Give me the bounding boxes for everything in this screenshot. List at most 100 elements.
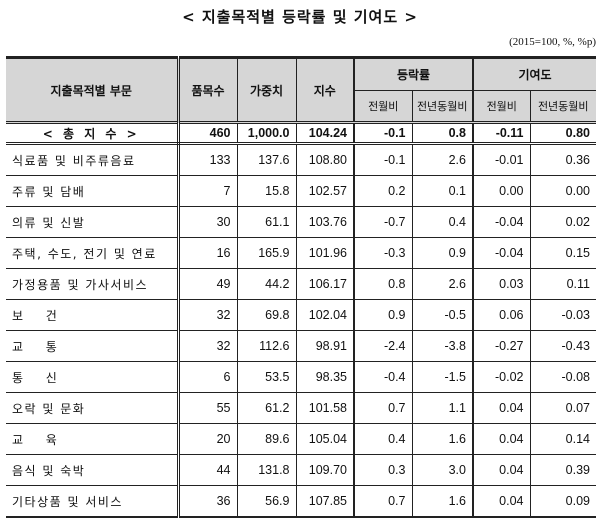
header-contrib-yoy: 전년동월비 xyxy=(529,90,596,123)
cell-items: 49 xyxy=(177,268,238,300)
cpi-contribution-table: 지출목적별 부문 품목수 가중치 지수 등락률 기여도 전월비 전년동월비 전월… xyxy=(6,56,596,518)
cell-contrib-yoy: 0.07 xyxy=(529,392,596,424)
cell-weight: 165.9 xyxy=(236,237,297,269)
cell-contrib-yoy: -0.08 xyxy=(529,361,596,393)
cell-contrib-mom: 0.04 xyxy=(472,423,531,455)
cell-contrib-mom: -0.11 xyxy=(472,121,531,145)
cell-contrib-mom: 0.04 xyxy=(472,454,531,486)
cell-change-yoy: 2.6 xyxy=(411,143,474,176)
cell-change-mom: -0.4 xyxy=(353,361,413,393)
cell-weight: 61.2 xyxy=(236,392,297,424)
cell-change-mom: -0.7 xyxy=(353,206,413,238)
cell-index: 101.58 xyxy=(295,392,355,424)
cell-change-mom: 0.8 xyxy=(353,268,413,300)
cell-weight: 89.6 xyxy=(236,423,297,455)
header-index: 지수 xyxy=(295,56,355,123)
cell-items: 16 xyxy=(177,237,238,269)
cell-items: 55 xyxy=(177,392,238,424)
cell-category: 주택, 수도, 전기 및 연료 xyxy=(6,237,180,269)
table-row: 주류 및 담배 7 15.8 102.57 0.2 0.1 0.00 0.00 xyxy=(6,175,596,207)
table-row: 의류 및 신발 30 61.1 103.76 -0.7 0.4 -0.04 0.02 xyxy=(6,206,596,238)
cell-category: < 총 지 수 > xyxy=(6,121,180,145)
cell-contrib-mom: 0.06 xyxy=(472,299,531,331)
cell-change-yoy: 1.1 xyxy=(411,392,474,424)
table-row: 오락 및 문화 55 61.2 101.58 0.7 1.1 0.04 0.07 xyxy=(6,392,596,424)
cell-category: 주류 및 담배 xyxy=(6,175,180,207)
cell-change-mom: 0.4 xyxy=(353,423,413,455)
table-row: 식료품 및 비주류음료 133 137.6 108.80 -0.1 2.6 -0.01 0.3… xyxy=(6,143,596,176)
cell-category: 기타상품 및 서비스 xyxy=(6,485,180,518)
cell-items: 30 xyxy=(177,206,238,238)
cell-index: 103.76 xyxy=(295,206,355,238)
cell-contrib-mom: -0.27 xyxy=(472,330,531,362)
cell-weight: 56.9 xyxy=(236,485,297,518)
cell-weight: 44.2 xyxy=(236,268,297,300)
cell-index: 98.91 xyxy=(295,330,355,362)
cell-contrib-mom: -0.04 xyxy=(472,206,531,238)
table-row: 기타상품 및 서비스 36 56.9 107.85 0.7 1.6 0.04 0.09 xyxy=(6,485,596,518)
cell-change-yoy: 1.6 xyxy=(411,423,474,455)
table-row: 음식 및 숙박 44 131.8 109.70 0.3 3.0 0.04 0.39 xyxy=(6,454,596,486)
cell-contrib-mom: 0.00 xyxy=(472,175,531,207)
cell-change-yoy: -0.5 xyxy=(411,299,474,331)
cell-change-yoy: 2.6 xyxy=(411,268,474,300)
table-row: 교 육 20 89.6 105.04 0.4 1.6 0.04 0.14 xyxy=(6,423,596,455)
cell-index: 108.80 xyxy=(295,143,355,176)
unit-note: (2015=100, %, %p) xyxy=(509,36,596,48)
header-category: 지출목적별 부문 xyxy=(6,56,180,123)
cell-index: 106.17 xyxy=(295,268,355,300)
cell-index: 107.85 xyxy=(295,485,355,518)
header-change-mom: 전월비 xyxy=(354,90,413,123)
cell-category: 가정용품 및 가사서비스 xyxy=(6,268,180,300)
cell-weight: 61.1 xyxy=(236,206,297,238)
header-change-rate: 등락률 xyxy=(353,56,474,91)
cell-index: 104.24 xyxy=(295,121,355,145)
header-contribution: 기여도 xyxy=(472,56,596,91)
cell-contrib-yoy: 0.39 xyxy=(529,454,596,486)
cell-contrib-yoy: -0.03 xyxy=(529,299,596,331)
cell-change-yoy: 1.6 xyxy=(411,485,474,518)
cell-index: 102.57 xyxy=(295,175,355,207)
table-row: 통 신 6 53.5 98.35 -0.4 -1.5 -0.02 -0.08 xyxy=(6,361,596,393)
cell-change-mom: 0.7 xyxy=(353,485,413,518)
cell-contrib-yoy: 0.11 xyxy=(529,268,596,300)
cell-change-mom: -0.3 xyxy=(353,237,413,269)
cell-change-yoy: -1.5 xyxy=(411,361,474,393)
cell-contrib-mom: -0.01 xyxy=(472,143,531,176)
cell-category: 오락 및 문화 xyxy=(6,392,180,424)
table-row: 가정용품 및 가사서비스 49 44.2 106.17 0.8 2.6 0.03 0.11 xyxy=(6,268,596,300)
table-row: 주택, 수도, 전기 및 연료 16 165.9 101.96 -0.3 0.9 -0.04… xyxy=(6,237,596,269)
cell-category: 보 건 xyxy=(6,299,180,331)
cell-items: 6 xyxy=(177,361,238,393)
cell-change-yoy: -3.8 xyxy=(411,330,474,362)
cell-contrib-mom: -0.04 xyxy=(472,237,531,269)
cell-weight: 112.6 xyxy=(236,330,297,362)
cell-items: 32 xyxy=(177,299,238,331)
cell-change-mom: 0.9 xyxy=(353,299,413,331)
table-title: < 지출목적별 등락률 및 기여도 > xyxy=(182,8,418,26)
cell-category: 교 육 xyxy=(6,423,180,455)
cell-category: 의류 및 신발 xyxy=(6,206,180,238)
cell-weight: 1,000.0 xyxy=(236,121,297,145)
cell-change-mom: 0.3 xyxy=(353,454,413,486)
cell-contrib-yoy: 0.80 xyxy=(529,121,596,145)
cell-contrib-yoy: 0.09 xyxy=(529,485,596,518)
cell-change-mom: 0.2 xyxy=(353,175,413,207)
header-change-yoy: 전년동월비 xyxy=(411,90,474,123)
cell-items: 460 xyxy=(177,121,238,145)
cell-contrib-yoy: 0.15 xyxy=(529,237,596,269)
cell-category: 음식 및 숙박 xyxy=(6,454,180,486)
header-weight: 가중치 xyxy=(236,56,297,123)
cell-category: 식료품 및 비주류음료 xyxy=(6,143,180,176)
cell-items: 7 xyxy=(177,175,238,207)
cell-weight: 15.8 xyxy=(236,175,297,207)
header-contrib-mom: 전월비 xyxy=(472,90,531,123)
cell-category: 통 신 xyxy=(6,361,180,393)
cell-change-yoy: 0.1 xyxy=(411,175,474,207)
cell-change-mom: -2.4 xyxy=(353,330,413,362)
cell-contrib-yoy: 0.00 xyxy=(529,175,596,207)
total-row: < 총 지 수 >460 1,000.0 104.24 -0.1 0.8 -0.11 0.8… xyxy=(6,121,596,145)
cell-change-yoy: 0.8 xyxy=(411,121,474,145)
cell-weight: 137.6 xyxy=(236,143,297,176)
cell-index: 109.70 xyxy=(295,454,355,486)
